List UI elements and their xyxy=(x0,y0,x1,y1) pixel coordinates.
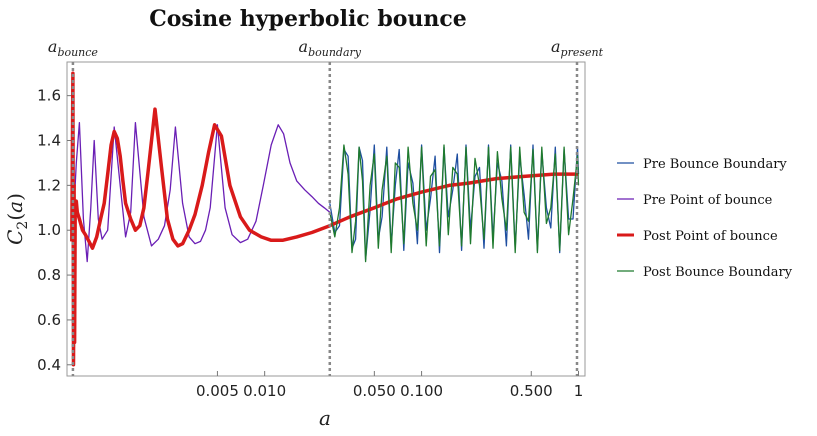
series-line-3 xyxy=(70,71,579,367)
y-tick-label: 1.6 xyxy=(37,87,61,105)
series-layer xyxy=(70,71,580,367)
svg-text:C2(a): C2(a) xyxy=(3,193,31,245)
y-tick-label: 1.0 xyxy=(37,221,61,239)
y-tick-label: 0.8 xyxy=(37,266,61,284)
legend-item-label: Pre Point of bounce xyxy=(643,193,773,208)
x-tick-label: 0.050 xyxy=(353,382,396,400)
y-tick-label: 1.4 xyxy=(37,132,61,150)
x-tick-label: 0.100 xyxy=(400,382,443,400)
chart-title: Cosine hyperbolic bounce xyxy=(149,6,467,32)
vertical-line-label: abounce xyxy=(48,37,99,59)
y-axis-ticks: 0.4 0.6 0.8 1.0 1.2 1.4 1.6 xyxy=(37,87,72,374)
legend-item-label: Post Point of bounce xyxy=(643,229,778,244)
x-tick-label: 0.500 xyxy=(510,382,553,400)
y-tick-label: 0.4 xyxy=(37,356,61,374)
y-tick-label: 1.2 xyxy=(37,176,61,194)
legend: Pre Bounce Boundary Pre Point of bounce Po… xyxy=(617,157,793,280)
plot-frame xyxy=(66,61,586,377)
x-tick-label: 1 xyxy=(574,382,584,400)
x-axis-ticks: 0.005 0.010 0.050 0.100 0.500 1 xyxy=(196,371,583,400)
series-line-4 xyxy=(329,144,580,263)
vertical-line-label: aboundary xyxy=(299,37,362,59)
vertical-lines xyxy=(71,62,579,376)
x-axis-label: a xyxy=(319,406,331,430)
x-tick-label: 0.010 xyxy=(243,382,286,400)
y-axis-label: C2(a) xyxy=(3,193,31,245)
legend-item-label: Post Bounce Boundary xyxy=(643,265,793,280)
vertical-line-labels: abounce aboundary apresent xyxy=(48,37,604,59)
legend-item-label: Pre Bounce Boundary xyxy=(643,157,787,172)
x-tick-label: 0.005 xyxy=(196,382,239,400)
vertical-line-label: apresent xyxy=(551,37,604,59)
y-tick-label: 0.6 xyxy=(37,311,61,329)
